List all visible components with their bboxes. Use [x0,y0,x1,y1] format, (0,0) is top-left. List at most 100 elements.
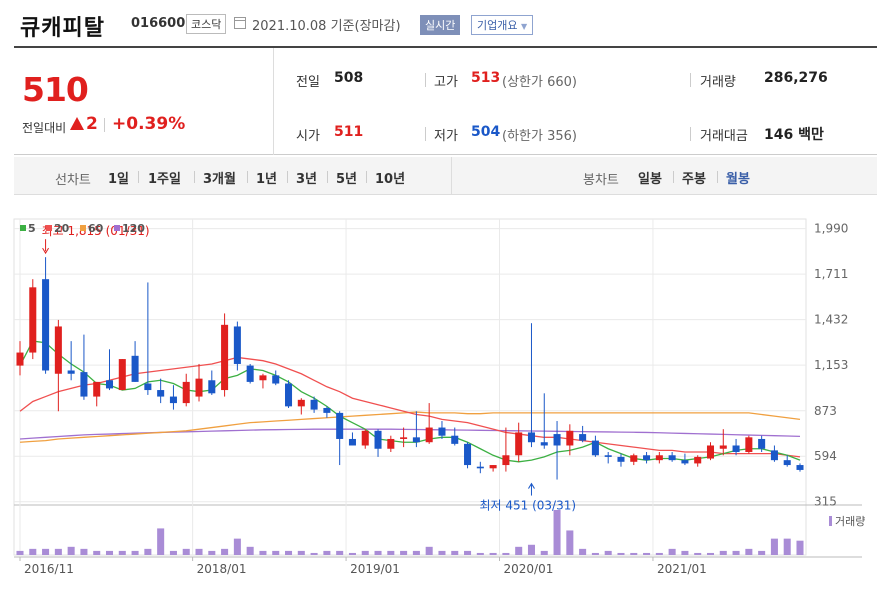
candle [233,321,241,371]
candle-body [400,437,408,439]
tab-separator [366,171,367,183]
volume-bar [157,528,165,555]
candle-body [412,437,420,443]
tab-separator [194,171,195,183]
candle-body [144,383,152,391]
stock-header: 큐캐피탈 016600 코스닥 2021.10.08 기준(장마감) 실시간 기… [0,0,877,46]
tab-1w[interactable]: 1주일 [148,172,181,187]
cell-divider [690,127,691,141]
volume-bar [285,550,293,555]
volume-bar [131,550,139,555]
tab-10y[interactable]: 10년 [375,172,406,187]
upper-limit: (상한가 660) [502,75,577,90]
up-arrow-icon [70,117,84,130]
volume-bar [604,550,612,555]
volume-bar [323,550,331,555]
tab-1y[interactable]: 1년 [256,172,278,187]
x-tick-label: 2019/01 [350,562,400,576]
candle-body [719,445,727,449]
legend-label: 120 [122,222,145,235]
y-tick-label: 873 [814,404,837,418]
tab-separator [327,171,328,183]
tab-separator [717,171,718,183]
candle-body [770,450,778,461]
candle [182,373,190,407]
candle-body [527,432,535,443]
candle [374,429,382,457]
y-tick-label: 1,990 [814,222,848,236]
candle [617,453,625,467]
candle-body [655,455,663,461]
candle-body [681,460,689,464]
candle [758,435,766,453]
candle [16,341,24,376]
candle [476,461,484,474]
candle-body [42,279,50,371]
candle-body [208,380,216,394]
candle [105,349,114,391]
candle-body [745,437,753,453]
candle-body [489,465,497,469]
y-tick-label: 315 [814,495,837,509]
candle-body [259,375,267,381]
candle-body [195,378,203,397]
tab-3y[interactable]: 3년 [296,172,318,187]
summary-divider [273,48,274,155]
candle [745,435,753,454]
candle [796,463,804,472]
price-summary: 510 전일대비 2 +0.39% 전일 508 고가 513 (상한가 660… [14,46,877,155]
tab-5y[interactable]: 5년 [336,172,358,187]
candle-body [182,381,190,404]
volume-bar [464,550,472,555]
candle-body [54,326,62,374]
candle-body [438,427,446,436]
period-selector: 선차트 1일 1주일 3개월 1년 3년 5년 10년 봉차트 일봉 주봉 월봉 [14,157,877,195]
volume-bar [42,548,50,555]
prev-close-value: 508 [334,70,364,86]
company-info-label: 기업개요 [477,19,518,32]
candle [118,359,126,391]
tab-weekly[interactable]: 주봉 [682,172,706,187]
trade-value-label: 거래대금 [700,129,748,144]
candle-body [515,432,523,456]
candle [566,424,574,456]
candle [285,380,293,408]
line-chart-label: 선차트 [55,173,91,188]
candle [706,442,715,461]
candle-body [221,324,229,391]
volume-bar [29,548,37,555]
trade-value: 146 백만 [764,124,824,144]
x-tick-label: 2016/11 [24,562,74,576]
tab-monthly[interactable]: 월봉 [726,172,750,187]
open-value: 511 [334,124,364,140]
volume-bar [169,550,177,555]
basis-text: 기준(장마감) [330,19,401,34]
candle-body [591,440,599,456]
candle [412,411,420,448]
y-tick-label: 1,711 [814,267,848,281]
candle-body [796,465,804,470]
legend-label: 5 [28,222,36,235]
candle [131,341,139,382]
tab-daily[interactable]: 일봉 [638,172,662,187]
candle [502,427,510,472]
volume-bar [54,548,62,555]
tab-3m[interactable]: 3개월 [203,172,236,187]
candle [297,398,305,415]
realtime-button[interactable]: 실시간 [420,15,461,35]
volume-bar [745,548,753,555]
high-label: 고가 [434,75,458,90]
candle [246,363,254,384]
volume-bar [272,550,280,555]
company-info-dropdown[interactable]: 기업개요 ▼ [471,15,534,35]
cell-divider [425,73,426,87]
volume-bar [182,548,190,555]
candle-body [233,326,241,364]
candle-body [604,455,612,457]
volume-bar [553,510,561,555]
candle [400,427,408,448]
tab-1d[interactable]: 1일 [108,172,130,187]
volume-bar [438,550,446,555]
candle [515,422,523,462]
trade-value-unit: 백만 [798,127,824,143]
